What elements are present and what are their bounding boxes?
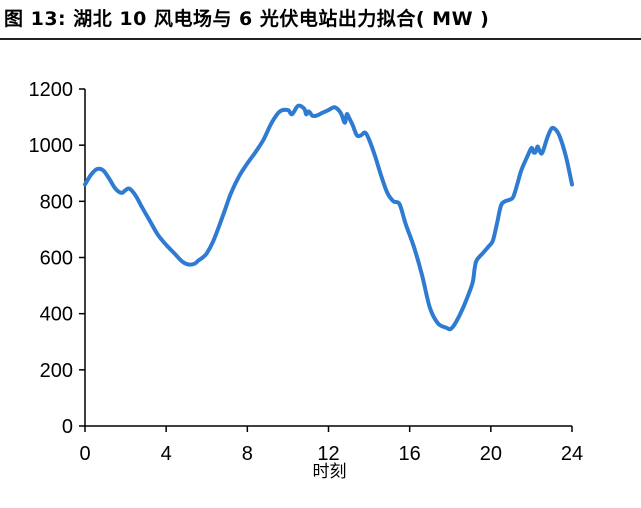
x-tick-label: 20 bbox=[480, 443, 502, 465]
x-tick-label: 16 bbox=[399, 443, 421, 465]
x-tick-label: 24 bbox=[561, 443, 583, 465]
figure-title: 图 13: 湖北 10 风电场与 6 光伏电站出力拟合( MW ) bbox=[4, 8, 490, 30]
x-tick-label: 0 bbox=[79, 443, 90, 465]
y-tick-label: 200 bbox=[40, 360, 73, 382]
x-axis: 0 4 8 12 16 20 24 bbox=[79, 425, 583, 465]
x-axis-label: 时刻 bbox=[313, 462, 347, 482]
y-tick-label: 400 bbox=[40, 304, 73, 326]
x-tick-label: 4 bbox=[161, 443, 172, 465]
y-tick-label: 800 bbox=[40, 191, 73, 213]
series-layer bbox=[83, 103, 574, 332]
y-axis: 0 200 400 600 800 1000 1200 bbox=[29, 79, 86, 438]
y-tick-label: 600 bbox=[40, 248, 73, 270]
x-tick-label: 8 bbox=[242, 443, 253, 465]
y-tick-label: 1000 bbox=[29, 135, 74, 157]
y-tick-label: 1200 bbox=[29, 79, 74, 101]
title-rule bbox=[0, 38, 641, 40]
series-line bbox=[83, 103, 574, 332]
y-tick-label: 0 bbox=[62, 416, 73, 438]
x-tick-label: 12 bbox=[317, 443, 339, 465]
